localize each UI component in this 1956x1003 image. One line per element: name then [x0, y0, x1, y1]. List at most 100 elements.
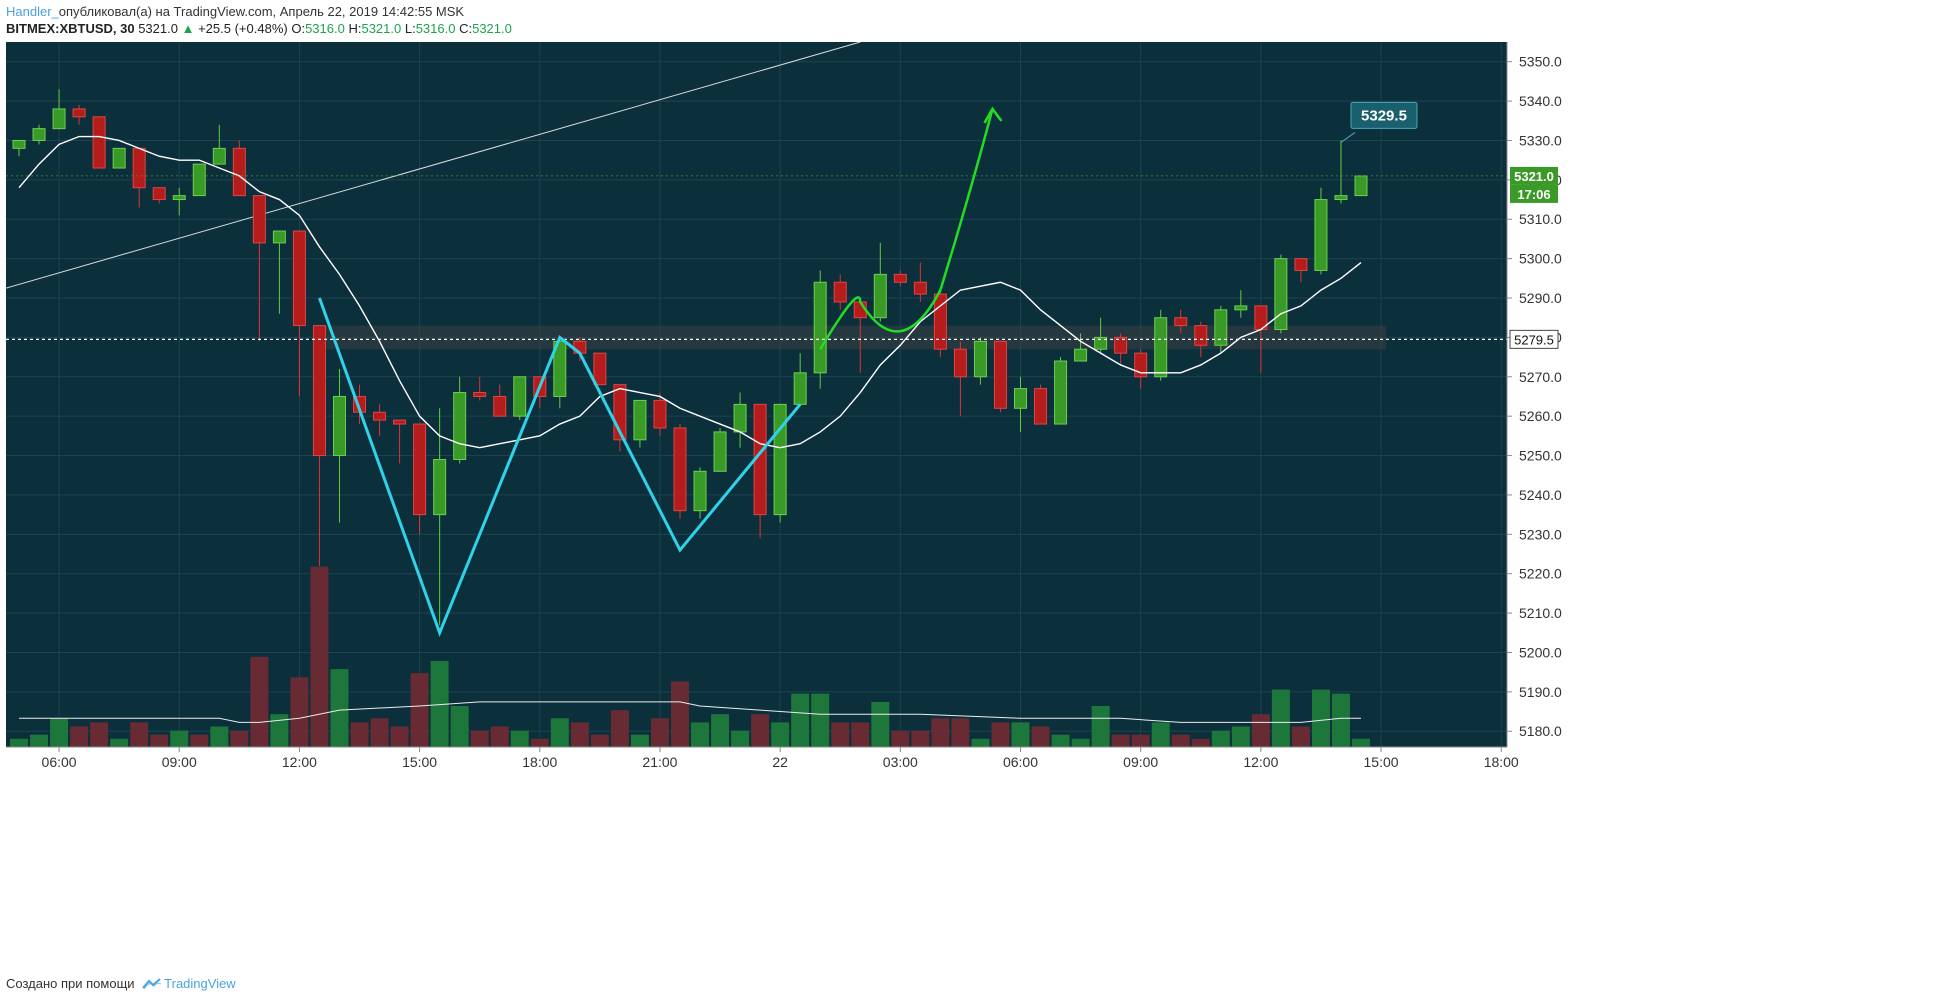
trendline — [0, 41, 861, 291]
volume-bar — [751, 714, 770, 747]
time-tick-label: 12:00 — [282, 754, 317, 770]
candle-body — [1114, 336, 1128, 354]
candle — [1274, 254, 1288, 334]
moving-average-line — [18, 135, 1362, 449]
price-tick-label: 5210.0 — [1519, 605, 1562, 621]
candle-body — [733, 403, 747, 433]
price-tick-label: 5190.0 — [1519, 684, 1562, 700]
time-tick-label: 06:00 — [1003, 754, 1038, 770]
volume-bar — [450, 706, 469, 747]
volume-bar — [711, 714, 730, 747]
candle-body — [993, 340, 1007, 409]
volume-bar — [891, 730, 910, 747]
low-label: L: — [404, 21, 416, 36]
candle-body — [413, 423, 427, 516]
candle-body — [232, 147, 246, 197]
price-change: +25.5 (+0.48%) — [198, 21, 288, 36]
volume-bar — [811, 693, 830, 747]
candle-body — [873, 273, 887, 319]
candle — [32, 124, 46, 145]
candle — [793, 353, 807, 405]
candle — [92, 116, 106, 169]
candle — [393, 419, 407, 464]
candle — [212, 124, 226, 165]
candle — [733, 392, 747, 448]
close-value: 5321.0 — [472, 21, 512, 36]
candle-body — [1094, 336, 1108, 350]
candle — [272, 230, 286, 314]
time-tick-label: 21:00 — [642, 754, 677, 770]
callout-box — [1350, 101, 1418, 129]
candle-body — [433, 458, 447, 516]
candle-body — [813, 281, 827, 374]
volume-bar — [250, 656, 269, 747]
candle-body — [473, 392, 487, 397]
candle — [1174, 309, 1188, 334]
candle-body — [1294, 258, 1308, 271]
volume-bar — [510, 730, 529, 747]
candle — [493, 384, 507, 417]
candle-body — [1354, 175, 1368, 197]
volume-bar — [851, 722, 870, 747]
open-label: O: — [291, 21, 306, 36]
volume-bar — [691, 722, 710, 747]
candle-body — [312, 325, 326, 457]
candle-body — [52, 108, 66, 130]
candle — [312, 325, 326, 566]
candle-body — [32, 128, 46, 141]
candle-body — [953, 348, 967, 378]
candle-body — [292, 230, 306, 327]
time-tick-label: 22 — [772, 754, 788, 770]
candle — [893, 270, 907, 287]
candle-body — [132, 147, 146, 189]
candle — [933, 290, 947, 358]
candle — [673, 424, 687, 519]
volume-bar — [310, 566, 329, 747]
candle — [633, 399, 647, 448]
candle-body — [1034, 388, 1048, 425]
symbol-info-bar: BITMEX:XBTUSD, 30 5321.0 ▲ +25.5 (+0.48%… — [6, 21, 512, 36]
high-value: 5321.0 — [361, 21, 402, 36]
tradingview-brand[interactable]: TradingView — [164, 976, 236, 991]
price-tick-label: 5240.0 — [1519, 487, 1562, 503]
callout-pointer — [1340, 132, 1356, 143]
volume-bar — [190, 734, 209, 747]
current-price-badge — [1510, 166, 1558, 185]
price-tick-label: 5230.0 — [1519, 526, 1562, 542]
created-with-text: Создано при помощи — [6, 976, 135, 991]
author-name[interactable]: Handler_ — [6, 4, 59, 19]
volume-bar — [550, 718, 569, 747]
candle — [593, 352, 607, 386]
volume-bar — [470, 730, 489, 747]
volume-bar — [1131, 734, 1150, 747]
price-tick-label: 5220.0 — [1519, 566, 1562, 582]
price-tick-label: 5250.0 — [1519, 448, 1562, 464]
candle-body — [1234, 305, 1248, 311]
candle — [1294, 258, 1308, 283]
callout-price-label: 5329.5 — [1361, 107, 1407, 124]
volume-bar — [570, 722, 589, 747]
double-bottom-pattern-line — [318, 297, 802, 637]
volume-bar — [50, 718, 69, 747]
candle-body — [493, 395, 507, 417]
candle — [52, 89, 66, 130]
low-value: 5316.0 — [415, 21, 456, 36]
volume-bar — [530, 738, 549, 747]
volume-bar — [290, 677, 309, 747]
price-tick-label: 5260.0 — [1519, 408, 1562, 424]
volume-bars — [10, 566, 1371, 747]
candle-body — [453, 392, 467, 460]
volume-bar — [1171, 734, 1190, 747]
chart-area[interactable]: 5329.5 5180.0 5190.0 5200.0 5210.0 5220.0 5230… — [0, 41, 1951, 970]
candle-body — [1334, 195, 1348, 201]
volume-bar — [1311, 689, 1330, 747]
candle — [973, 337, 987, 385]
candle — [713, 427, 727, 472]
candle-body — [593, 352, 607, 386]
volume-bar — [1111, 734, 1130, 747]
candlestick-chart[interactable]: 5329.5 5180.0 5190.0 5200.0 5210.0 5220.0 5230… — [0, 41, 1951, 970]
candle-body — [1014, 388, 1027, 409]
candle — [913, 262, 927, 302]
volume-bar — [911, 730, 930, 747]
candle-body — [713, 431, 727, 472]
